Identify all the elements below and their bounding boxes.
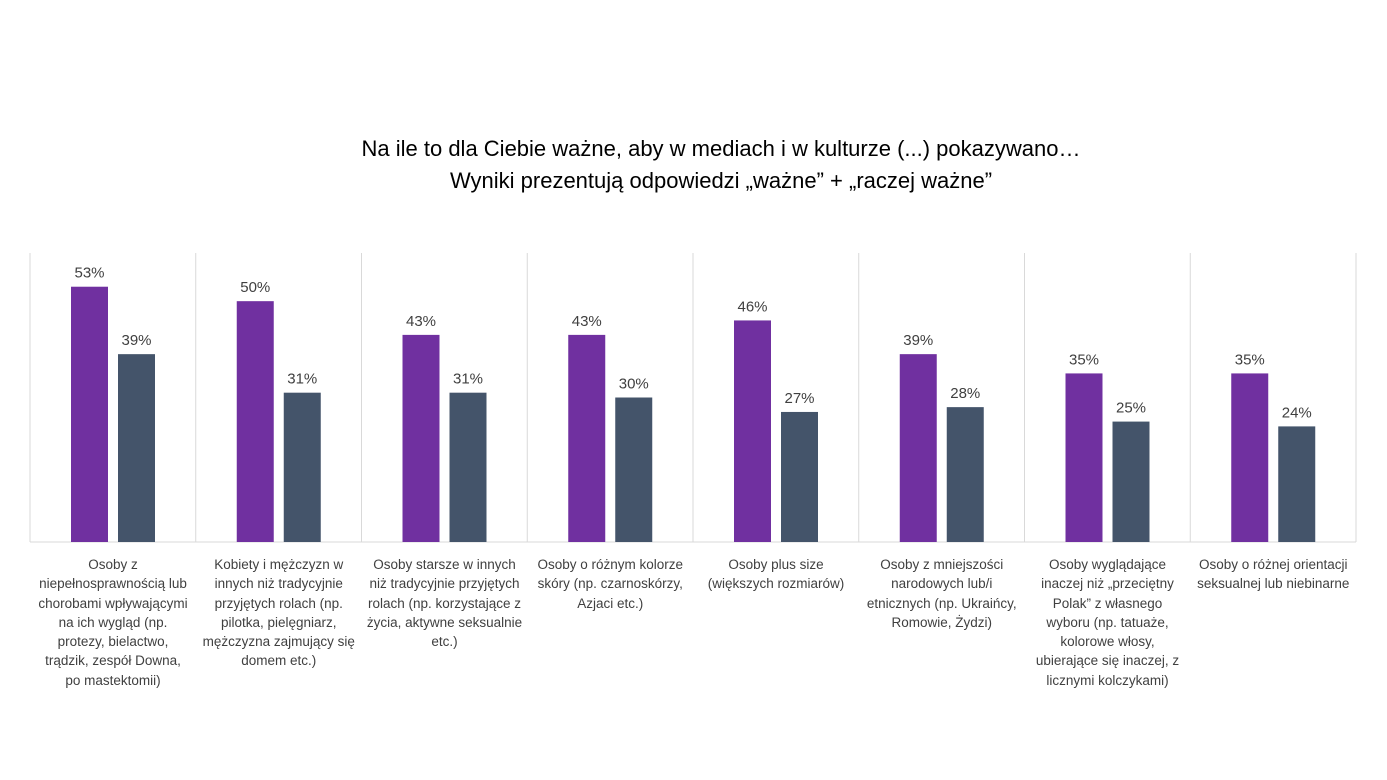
data-label: 43%: [572, 313, 602, 330]
data-label: 27%: [784, 390, 814, 407]
chart-title-line: Na ile to dla Ciebie ważne, aby w mediac…: [361, 136, 1081, 161]
data-label: 25%: [1116, 400, 1146, 417]
category-label: Kobiety i mężczyzn w innych niż tradycyj…: [202, 557, 355, 669]
category-label: Osoby z niepełnosprawnością lub chorobam…: [38, 557, 188, 688]
bar-series-2: [449, 392, 487, 542]
chart-subtitle: Wyniki prezentują odpowiedzi „ważne” + „…: [449, 168, 993, 193]
bar-series-2: [946, 407, 984, 542]
bar-series-2: [283, 392, 321, 542]
bar-series-1: [71, 286, 108, 542]
category-label: Osoby starsze w innych niż tradycyjnie p…: [366, 557, 523, 650]
bar-series-1: [734, 320, 771, 542]
category-label: Osoby o różnej orientacji seksualnej lub…: [1197, 557, 1350, 592]
bar-series-1: [402, 334, 440, 542]
chart-title: Na ile to dla Ciebie ważne, aby w mediac…: [0, 133, 1387, 197]
data-label: 39%: [121, 332, 151, 349]
bar-series-2: [615, 397, 653, 542]
bar-series-1: [1231, 373, 1269, 542]
data-label: 53%: [74, 265, 104, 282]
category-label: Osoby plus size (większych rozmiarów): [707, 557, 845, 592]
data-label: 43%: [406, 313, 436, 330]
data-label: 24%: [1282, 404, 1312, 421]
bar-series-2: [118, 354, 155, 542]
data-label: 31%: [453, 371, 483, 388]
data-label: 35%: [1069, 351, 1099, 368]
category-label: Osoby wyglądające inaczej niż „przeciętn…: [1035, 557, 1180, 688]
data-label: 50%: [240, 279, 270, 296]
bar-series-2: [781, 411, 818, 542]
bar-series-1: [899, 354, 937, 542]
bar-series-1: [568, 334, 606, 542]
bar-series-1: [1065, 373, 1103, 542]
bar-series-2: [1112, 421, 1150, 542]
category-label: Osoby z mniejszości narodowych lub/i etn…: [866, 557, 1017, 630]
category-label: Osoby o różnym kolorze skóry (np. czarno…: [537, 557, 684, 611]
bar-series-2: [1278, 426, 1316, 542]
data-label: 31%: [287, 371, 317, 388]
bar-series-1: [236, 301, 274, 542]
data-label: 39%: [903, 332, 933, 349]
data-label: 35%: [1235, 351, 1265, 368]
data-label: 46%: [737, 298, 767, 315]
data-label: 30%: [619, 376, 649, 393]
data-label: 28%: [950, 385, 980, 402]
